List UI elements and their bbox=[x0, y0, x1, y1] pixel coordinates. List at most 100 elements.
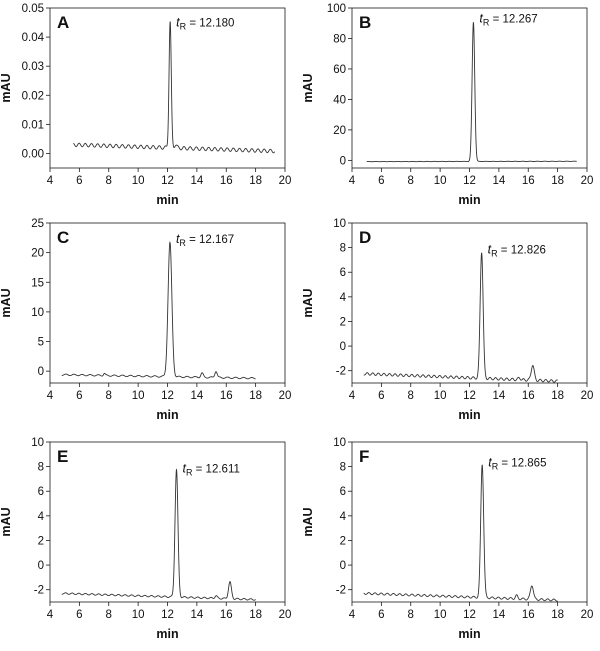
y-tick-label: 2 bbox=[340, 316, 346, 328]
plot-frame bbox=[49, 441, 286, 603]
y-tick-label: 20 bbox=[333, 125, 346, 137]
panel-B: 4 6 8 10 12 14 16 18 20 0 20 40 60 80 100 min mAU B tR = 1… bbox=[301, 3, 593, 207]
y-tick-label: 6 bbox=[38, 486, 44, 498]
y-axis-title: mAU bbox=[301, 507, 315, 536]
chromatogram-trace bbox=[61, 468, 256, 601]
y-tick-label: 0 bbox=[340, 560, 346, 572]
y-tick-label: 8 bbox=[38, 462, 44, 474]
x-tick-label: 18 bbox=[249, 609, 262, 621]
x-axis-title: min bbox=[156, 408, 178, 422]
x-tick-label: 4 bbox=[349, 175, 356, 187]
retention-time-label: tR = 12.611 bbox=[182, 462, 239, 478]
x-tick-label: 6 bbox=[378, 609, 384, 621]
y-tick-label: 20 bbox=[31, 248, 44, 260]
x-tick-label: 14 bbox=[190, 175, 203, 187]
rt-value: = 12.826 bbox=[498, 245, 546, 257]
rt-symbol: t bbox=[488, 243, 492, 257]
y-tick-label: 0.05 bbox=[22, 3, 44, 15]
rt-value: = 12.180 bbox=[186, 17, 234, 29]
y-tick-label: 6 bbox=[340, 486, 346, 498]
y-tick-label: 4 bbox=[340, 511, 347, 523]
rt-value: = 12.865 bbox=[498, 457, 546, 469]
x-tick-label: 14 bbox=[492, 609, 505, 621]
retention-time-label: tR = 12.865 bbox=[488, 455, 546, 471]
y-tick-label: 40 bbox=[333, 94, 346, 106]
x-tick-label: 8 bbox=[408, 390, 414, 402]
rt-symbol: t bbox=[488, 455, 492, 469]
x-tick-label: 10 bbox=[132, 390, 145, 402]
x-tick-label: 20 bbox=[581, 175, 594, 187]
y-axis-title: mAU bbox=[301, 73, 315, 102]
x-tick-label: 12 bbox=[161, 175, 174, 187]
chromatogram-trace bbox=[366, 22, 577, 163]
rt-symbol: t bbox=[479, 12, 483, 26]
x-tick-label: 4 bbox=[47, 390, 54, 402]
plot-frame bbox=[351, 222, 588, 384]
y-tick-label: 4 bbox=[340, 292, 347, 304]
y-tick-label: -2 bbox=[336, 585, 346, 597]
x-tick-label: 8 bbox=[106, 175, 112, 187]
panel-E: 4 6 8 10 12 14 16 18 20 -2 0 2 4 6 8 10 min mAU EtR = 12.6… bbox=[0, 437, 291, 641]
y-tick-label: 4 bbox=[38, 511, 45, 523]
y-tick-label: 10 bbox=[333, 218, 346, 230]
rt-subscript: R bbox=[180, 21, 187, 31]
x-tick-label: 16 bbox=[522, 609, 535, 621]
x-tick-label: 12 bbox=[463, 609, 476, 621]
y-tick-label: 0.02 bbox=[22, 90, 44, 102]
y-tick-label: 8 bbox=[340, 243, 346, 255]
panel-letter: F bbox=[359, 447, 369, 466]
y-tick-label: 0.00 bbox=[22, 148, 44, 160]
rt-symbol: t bbox=[176, 232, 180, 246]
x-axis-title: min bbox=[458, 627, 480, 641]
rt-subscript: R bbox=[492, 461, 499, 471]
x-tick-label: 16 bbox=[522, 175, 535, 187]
x-tick-label: 8 bbox=[106, 390, 112, 402]
x-axis-title: min bbox=[458, 408, 480, 422]
rt-subscript: R bbox=[179, 238, 186, 248]
panel-letter: B bbox=[359, 13, 371, 32]
x-tick-label: 20 bbox=[581, 390, 594, 402]
y-axis-title: mAU bbox=[0, 288, 13, 317]
chromatogram-trace bbox=[363, 252, 558, 383]
y-tick-label: 0.04 bbox=[22, 32, 45, 44]
y-tick-label: 5 bbox=[38, 337, 44, 349]
x-tick-label: 10 bbox=[132, 175, 145, 187]
y-tick-label: 6 bbox=[340, 267, 346, 279]
y-tick-label: 0 bbox=[38, 366, 44, 378]
y-tick-label: 10 bbox=[31, 437, 44, 449]
x-tick-label: 6 bbox=[378, 390, 384, 402]
retention-time-label: tR = 12.267 bbox=[479, 12, 537, 28]
panel-C: 4 6 8 10 12 14 16 18 20 0 5 10 15 20 25 min mAU C tR = 12.… bbox=[0, 218, 291, 422]
y-axis-title: mAU bbox=[0, 507, 13, 536]
panel-D: 4 6 8 10 12 14 16 18 20 -2 0 2 4 6 8 10 min mAU DtR = 12.8… bbox=[301, 218, 593, 422]
panel-F: 4 6 8 10 12 14 16 18 20 -2 0 2 4 6 8 10 min mAU F tR = 12.8… bbox=[301, 437, 593, 641]
x-tick-label: 6 bbox=[76, 175, 82, 187]
x-tick-label: 6 bbox=[76, 609, 82, 621]
x-axis-title: min bbox=[156, 627, 178, 641]
x-tick-label: 20 bbox=[581, 609, 594, 621]
x-tick-label: 14 bbox=[190, 609, 203, 621]
panel-letter: C bbox=[57, 228, 69, 247]
x-tick-label: 12 bbox=[161, 390, 174, 402]
x-tick-label: 14 bbox=[492, 390, 505, 402]
chromatogram-trace bbox=[61, 241, 256, 380]
x-axis-title: min bbox=[458, 193, 480, 207]
y-axis-title: mAU bbox=[301, 288, 315, 317]
y-tick-label: 15 bbox=[31, 277, 44, 289]
panel-letter: A bbox=[57, 13, 69, 32]
chromatogram-trace bbox=[363, 464, 558, 602]
x-tick-label: 8 bbox=[408, 609, 414, 621]
x-tick-label: 12 bbox=[463, 390, 476, 402]
panel-A: 4 6 8 10 12 14 16 18 20 0.00 0.01 0.02 0.03 0.04 0.05 m… bbox=[0, 3, 291, 207]
x-tick-label: 12 bbox=[161, 609, 174, 621]
y-tick-label: -2 bbox=[34, 585, 44, 597]
x-tick-label: 18 bbox=[551, 609, 564, 621]
y-tick-label: 10 bbox=[333, 437, 346, 449]
x-tick-label: 16 bbox=[220, 609, 233, 621]
rt-subscript: R bbox=[186, 468, 193, 478]
chromatogram-trace bbox=[73, 21, 276, 154]
x-tick-label: 6 bbox=[76, 390, 82, 402]
x-tick-label: 16 bbox=[220, 175, 233, 187]
x-tick-label: 4 bbox=[349, 390, 356, 402]
